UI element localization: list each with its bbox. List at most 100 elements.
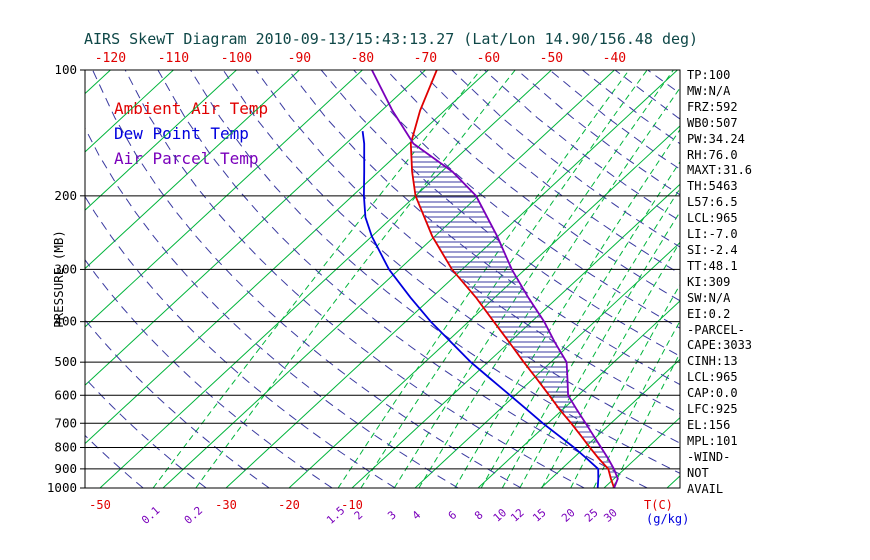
isotherm-line <box>85 70 426 386</box>
top-temp-tick-label: -110 <box>158 51 189 66</box>
dry-adiabat-line <box>418 70 680 275</box>
stat-line: CAP:0.0 <box>687 386 738 401</box>
cape-hatch-area <box>411 146 618 478</box>
dry-adiabat-line <box>451 70 680 248</box>
legend-item-dew-point-temp: Dew Point Temp <box>114 124 249 143</box>
pressure-tick-label: 900 <box>54 461 77 476</box>
mixing-ratio-label: 30 <box>601 506 620 525</box>
top-temp-tick-label: -80 <box>351 51 374 66</box>
stat-line: TT:48.1 <box>687 258 738 273</box>
dry-adiabat-line <box>85 127 459 488</box>
isotherm-line <box>225 70 678 488</box>
stat-line: WB0:507 <box>687 115 738 130</box>
dry-adiabat-line <box>124 70 585 488</box>
plot-frame <box>84 69 681 489</box>
isotherm-line <box>85 70 489 445</box>
temp-unit-label: T(C) <box>644 498 673 512</box>
stat-line: LCL:965 <box>687 211 738 226</box>
pressure-tick-label: 800 <box>54 439 77 454</box>
stat-line: TP:100 <box>687 68 731 82</box>
stat-line: MPL:101 <box>687 433 738 448</box>
isotherm-line <box>0 70 47 488</box>
stat-line: PW:34.24 <box>687 131 745 146</box>
top-temp-tick-label: -60 <box>477 51 500 66</box>
mixing-ratio-label: 3 <box>385 508 399 522</box>
bottom-temp-tick-label: -10 <box>341 498 363 512</box>
top-temp-tick-label: -40 <box>603 51 626 66</box>
sounding-curves <box>361 70 619 488</box>
stat-line: MW:N/A <box>687 83 731 98</box>
dry-adiabat-line <box>157 70 648 488</box>
pressure-axis-title: PRESSURE (MB) <box>51 230 66 328</box>
top-temp-tick-label: -70 <box>414 51 437 66</box>
mixing-ratio-label: 6 <box>446 508 460 522</box>
stat-line: AVAIL <box>687 481 724 496</box>
isotherm-line <box>351 183 680 488</box>
pressure-tick-label: 700 <box>54 415 77 430</box>
pressure-tick-label: 300 <box>54 261 77 276</box>
top-temp-tick-label: -100 <box>221 51 252 66</box>
mixing-ratio-line <box>152 70 481 488</box>
chart-legend: Ambient Air Temp Dew Point Temp Air Parc… <box>114 96 268 171</box>
isotherm-line <box>99 70 552 488</box>
stat-line: TH:5463 <box>687 179 738 194</box>
mixing-ratio-label: 15 <box>530 506 549 525</box>
mixing-ratio-label: 8 <box>472 508 486 522</box>
isotherm-line <box>288 125 680 488</box>
dry-adiabat-line <box>190 70 680 474</box>
stat-line: LI:-7.0 <box>687 227 738 242</box>
mixing-ratio-label: 2 <box>352 508 366 522</box>
stat-line: CAPE:3033 <box>687 338 753 353</box>
mixing-ratio-line <box>454 128 680 488</box>
bottom-temp-tick-label: -20 <box>278 498 300 512</box>
isotherm-line <box>414 241 680 488</box>
curve-air-parcel-temp <box>371 70 619 488</box>
stat-line: L57:6.5 <box>687 195 738 210</box>
pressure-tick-label: 1000 <box>47 480 77 495</box>
isotherm-line <box>162 70 615 488</box>
stat-line: EL:156 <box>687 417 731 432</box>
pressure-tick-label: 500 <box>54 354 77 369</box>
stat-line: RH:76.0 <box>687 147 738 162</box>
mixing-ratio-line <box>195 70 516 488</box>
legend-item-air-parcel-temp: Air Parcel Temp <box>114 149 259 168</box>
mixing-unit-label: (g/kg) <box>646 512 689 526</box>
pressure-tick-label: 400 <box>54 314 77 329</box>
top-temp-tick-label: -50 <box>540 51 563 66</box>
mixing-ratio-label: 20 <box>559 506 578 525</box>
isotherm-line <box>85 70 300 270</box>
stat-line: CINH:13 <box>687 354 738 369</box>
bottom-temp-tick-label: -30 <box>215 498 237 512</box>
isotherm-line <box>540 358 680 488</box>
curve-dew-point-temp <box>361 130 600 488</box>
mixing-ratio-label: 10 <box>491 506 510 525</box>
stat-line: SW:N/A <box>687 290 731 305</box>
mixing-ratio-label: 0.1 <box>139 504 162 527</box>
top-temp-tick-label: -120 <box>95 51 126 66</box>
bottom-temp-tick-label: -50 <box>89 498 111 512</box>
stat-line: EI:0.2 <box>687 306 731 321</box>
stat-line: MAXT:31.6 <box>687 163 753 178</box>
isotherm-line <box>85 70 363 328</box>
stats-panel: TP:100 MW:N/A FRZ:592 WB0:507 PW:34.24 RH:76.… <box>687 68 865 497</box>
dry-adiabat-line <box>255 70 680 415</box>
mixing-ratio-line <box>393 70 674 488</box>
stat-line: FRZ:592 <box>687 99 738 114</box>
stat-line: -PARCEL- <box>687 322 745 337</box>
dry-adiabat-line <box>222 70 680 444</box>
dry-adiabat-line <box>85 319 270 488</box>
mixing-ratio-label: 0.2 <box>182 504 205 527</box>
pressure-tick-label: 600 <box>54 387 77 402</box>
stat-line: LCL:965 <box>687 370 738 385</box>
dry-adiabat-line <box>85 259 333 488</box>
dry-adiabat-line <box>85 377 207 488</box>
pressure-tick-label: 100 <box>54 62 77 77</box>
dry-adiabat-line <box>92 70 522 488</box>
mixing-ratio-line <box>360 70 648 488</box>
mixing-ratio-label: 4 <box>410 508 424 522</box>
legend-item-ambient-air-temp: Ambient Air Temp <box>114 99 269 118</box>
dry-adiabat-line <box>288 70 680 386</box>
isotherm-line <box>603 416 680 488</box>
